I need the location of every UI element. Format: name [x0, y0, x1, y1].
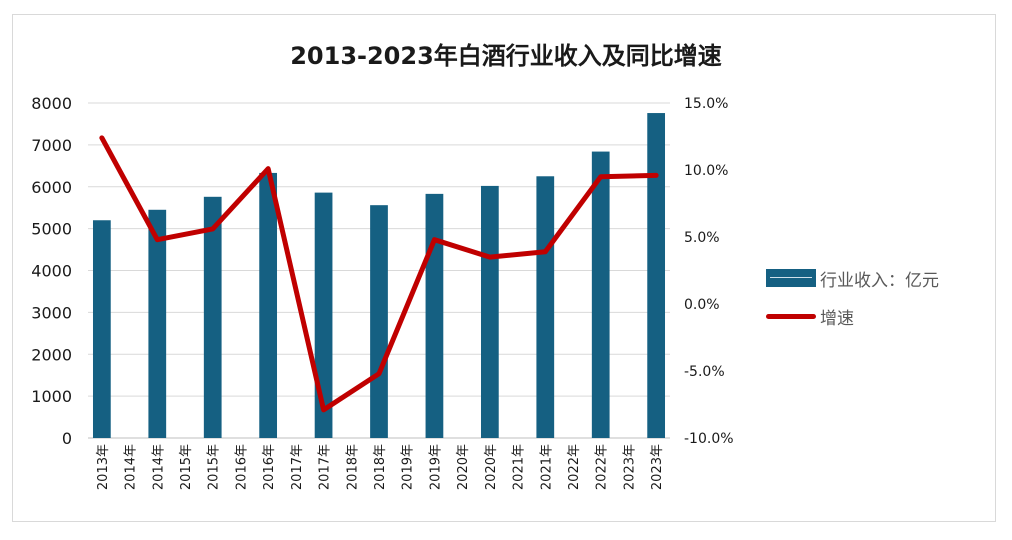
- x-tick-label: 2022年: [567, 444, 582, 490]
- x-tick-label: 2022年: [595, 444, 610, 490]
- x-tick-label: 2023年: [650, 444, 665, 490]
- bar-revenue: [92, 220, 111, 438]
- x-tick-label: 2021年: [512, 444, 527, 490]
- y-right-tick-label: -10.0%: [684, 431, 734, 447]
- y-left-tick-label: 7000: [31, 136, 72, 155]
- legend-item-revenue[interactable]: 行业收入：亿元: [766, 266, 939, 291]
- y-left-tick-label: 8000: [31, 94, 72, 113]
- legend-swatch-revenue: [766, 269, 816, 287]
- legend-item-growth[interactable]: 增速: [766, 304, 939, 329]
- bar-revenue: [203, 196, 222, 438]
- y-right-tick-label: -5.0%: [684, 364, 725, 380]
- point-growth: [100, 136, 104, 140]
- point-growth: [211, 227, 215, 231]
- point-growth: [543, 250, 547, 254]
- bar-revenue: [647, 113, 666, 439]
- bar-revenue: [480, 185, 499, 438]
- y-right-tick-label: 15.0%: [684, 96, 728, 112]
- bar-revenue: [370, 205, 388, 438]
- point-growth: [266, 167, 270, 171]
- y-left-tick-label: 1000: [31, 387, 72, 406]
- point-growth: [322, 408, 326, 412]
- x-tick-label: 2014年: [151, 444, 166, 490]
- y-left-tick-label: 6000: [31, 178, 72, 197]
- point-growth: [488, 255, 492, 259]
- chart-title: 2013-2023年白酒行业收入及同比增速: [290, 42, 722, 70]
- x-tick-label: 2016年: [234, 444, 249, 490]
- bar-revenue: [148, 209, 167, 438]
- point-growth: [599, 175, 603, 179]
- y-left-tick-label: 3000: [31, 303, 72, 322]
- y-right-tick-label: 0.0%: [684, 297, 720, 313]
- x-tick-label: 2020年: [484, 444, 499, 490]
- x-tick-label: 2016年: [262, 444, 277, 490]
- x-tick-label: 2023年: [622, 444, 637, 490]
- x-tick-label: 2017年: [318, 444, 333, 490]
- y-left-tick-label: 4000: [31, 262, 72, 281]
- x-tick-label: 2013年: [96, 444, 111, 490]
- point-growth: [155, 238, 159, 242]
- legend-swatch-growth: [766, 313, 816, 319]
- bar-revenue: [591, 151, 610, 438]
- legend-label-growth: 增速: [820, 308, 854, 329]
- x-tick-label: 2019年: [401, 444, 416, 490]
- bar-revenue: [259, 172, 278, 438]
- bar-revenue: [425, 193, 444, 438]
- x-tick-label: 2021年: [539, 444, 554, 490]
- x-tick-label: 2015年: [207, 444, 222, 490]
- y-left-tick-label: 0: [62, 429, 72, 448]
- x-tick-label: 2018年: [345, 444, 360, 490]
- y-right-tick-label: 5.0%: [684, 230, 720, 246]
- point-growth: [654, 173, 658, 177]
- x-tick-label: 2018年: [373, 444, 388, 490]
- legend-label-revenue: 行业收入：亿元: [820, 270, 939, 291]
- x-tick-label: 2015年: [179, 444, 194, 490]
- y-left-tick-label: 5000: [31, 220, 72, 239]
- x-tick-label: 2019年: [428, 444, 443, 490]
- point-growth: [377, 372, 381, 376]
- x-tick-label: 2017年: [290, 444, 305, 490]
- x-tick-label: 2014年: [124, 444, 139, 490]
- x-tick-label: 2020年: [456, 444, 471, 490]
- bar-revenue: [314, 192, 333, 438]
- chart-legend: 行业收入：亿元 增速: [766, 266, 939, 342]
- y-left-tick-label: 2000: [31, 345, 72, 364]
- bar-revenue: [536, 176, 555, 438]
- point-growth: [432, 238, 436, 242]
- chart-frame: [12, 14, 996, 522]
- y-right-tick-label: 10.0%: [684, 163, 728, 179]
